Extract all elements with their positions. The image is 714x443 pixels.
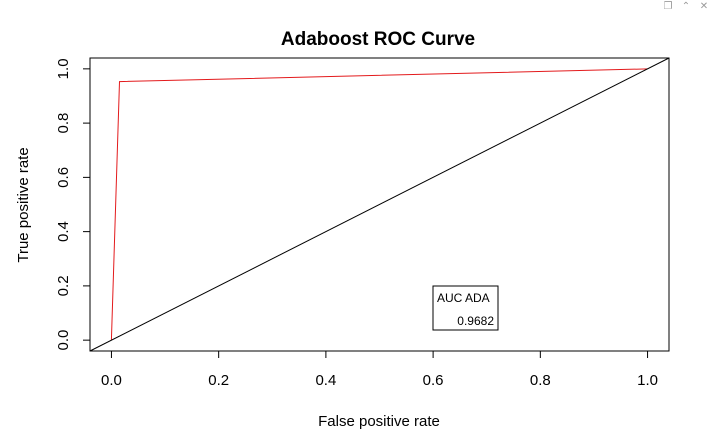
y-tick-label: 0.8 — [55, 113, 72, 134]
restore-icon[interactable]: ❐ — [663, 1, 673, 12]
y-tick-label: 0.0 — [55, 330, 72, 351]
y-axis-label: True positive rate — [15, 147, 32, 262]
roc-curve-line — [110, 68, 648, 341]
window-controls: ❐ ⌃ ✕ — [662, 0, 710, 14]
chart-title: Adaboost ROC Curve — [281, 29, 475, 50]
x-tick-label: 0.0 — [101, 372, 122, 389]
x-tick-label: 0.6 — [423, 372, 444, 389]
y-axis: 0.0 0.2 0.4 0.6 0.8 1.0 — [55, 58, 91, 351]
legend-title: AUC ADA — [437, 291, 490, 305]
y-tick-label: 0.4 — [55, 221, 72, 242]
x-axis: 0.0 0.2 0.4 0.6 0.8 1.0 — [101, 350, 658, 389]
series-layer — [89, 57, 670, 352]
diagonal-reference-line — [89, 57, 670, 352]
collapse-icon[interactable]: ⌃ — [681, 1, 691, 12]
close-icon[interactable]: ✕ — [699, 1, 709, 12]
legend-value: 0.9682 — [457, 314, 494, 328]
y-tick-label: 0.6 — [55, 167, 72, 188]
x-tick-label: 0.4 — [315, 372, 336, 389]
y-tick-label: 0.2 — [55, 275, 72, 296]
legend: AUC ADA 0.9682 — [432, 285, 499, 331]
y-tick-label: 1.0 — [55, 58, 72, 79]
x-tick-label: 0.8 — [530, 372, 551, 389]
x-tick-label: 0.2 — [208, 372, 229, 389]
x-tick-label: 1.0 — [637, 372, 658, 389]
legend-box — [432, 285, 499, 331]
x-axis-label: False positive rate — [318, 413, 440, 430]
